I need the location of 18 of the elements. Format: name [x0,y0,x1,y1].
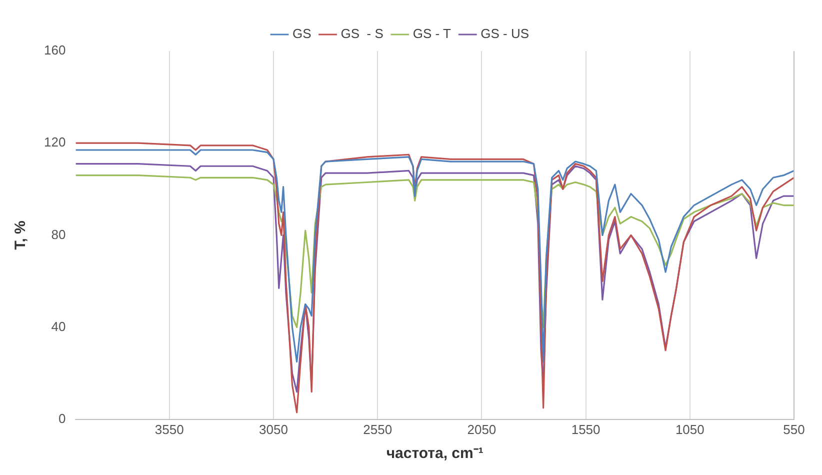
legend-label: GS - US [480,26,530,42]
x-tick-label: 3550 [154,422,184,437]
y-tick-label: 0 [58,410,66,426]
x-tick-label: 1550 [571,422,600,437]
x-tick-label: 550 [783,422,805,437]
legend-label: GS [292,26,312,42]
x-axis-title: частота, cm⁻¹ [386,445,484,462]
y-tick-label: 40 [51,318,66,334]
y-tick-label: 80 [51,226,66,242]
legend-label: GS - T [412,26,451,42]
legend-label: GS - S [340,26,384,42]
x-tick-label: 1050 [675,422,704,437]
x-tick-label: 3050 [259,422,288,437]
y-axis-title: T, % [12,220,30,250]
y-tick-label: 160 [44,42,66,58]
x-tick-label: 2050 [467,422,496,437]
y-tick-label: 120 [44,134,66,150]
x-tick-label: 2550 [363,422,392,437]
